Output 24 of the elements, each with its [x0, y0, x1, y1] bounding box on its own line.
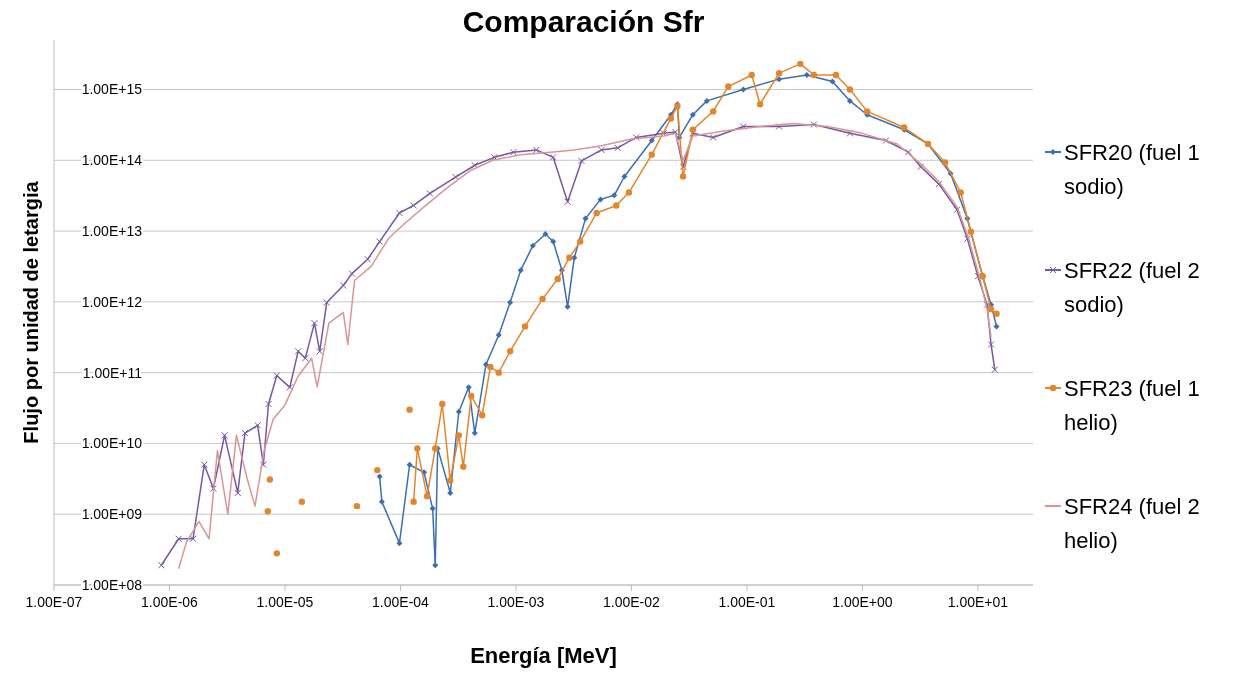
legend-label: SFR20 (fuel 1 sodio) [1064, 140, 1200, 199]
x-tick-label: 1.00E-07 [25, 594, 83, 610]
y-tick-label: 1.00E+13 [81, 223, 143, 240]
x-tick-label: 1.00E-01 [718, 594, 776, 610]
x-tick-label: 1.00E-05 [256, 594, 314, 610]
x-tick-label: 1.00E-06 [141, 594, 199, 610]
legend-label: SFR22 (fuel 2 sodio) [1064, 258, 1200, 317]
x-tick-label: 1.00E+01 [947, 594, 1009, 610]
x-axis-title: Energía [MeV] [470, 643, 617, 668]
y-tick-label: 1.00E+09 [81, 506, 143, 523]
y-tick-label: 1.00E+08 [81, 577, 143, 593]
y-tick-label: 1.00E+12 [81, 293, 143, 310]
x-tick-label: 1.00E-04 [372, 594, 430, 610]
y-tick-label: 1.00E+15 [81, 81, 143, 98]
y-tick-label: 1.00E+14 [81, 152, 143, 169]
chart-title: Comparación Sfr [462, 5, 705, 38]
y-axis-title: Flujo por unidad de letargia [20, 180, 42, 444]
y-tick-label: 1.00E+11 [82, 364, 143, 381]
x-tick-label: 1.00E-02 [603, 594, 661, 610]
legend-label: SFR23 (fuel 1 helio) [1064, 376, 1200, 435]
x-tick-label: 1.00E+00 [832, 594, 893, 610]
y-tick-label: 1.00E+10 [81, 435, 143, 452]
legend-label: SFR24 (fuel 2 helio) [1064, 494, 1200, 553]
x-tick-label: 1.00E-03 [487, 594, 545, 610]
